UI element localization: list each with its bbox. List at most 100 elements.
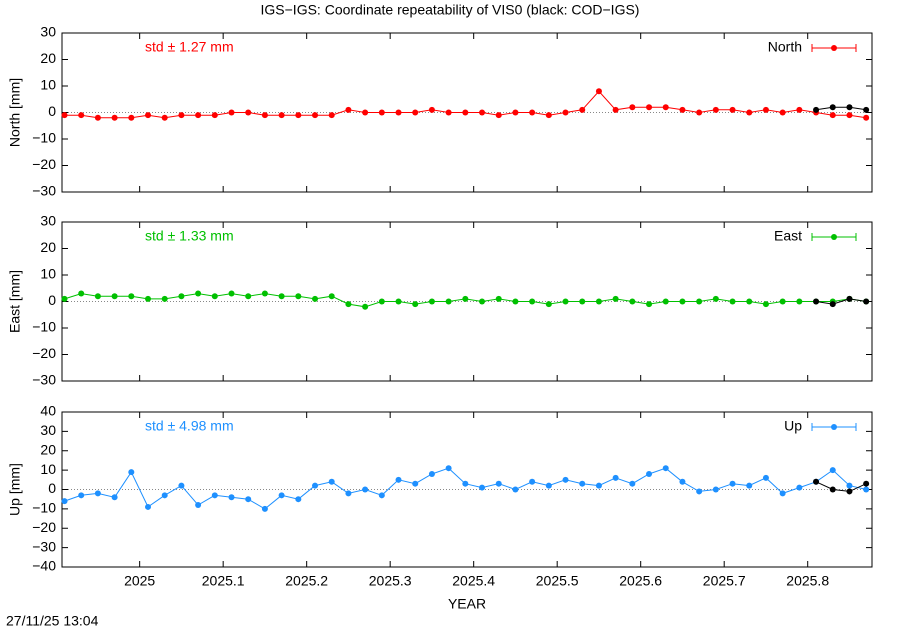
data-point: [846, 104, 853, 111]
data-point: [646, 301, 653, 308]
data-point: [362, 303, 369, 310]
data-point: [545, 482, 552, 489]
data-point: [746, 109, 753, 116]
data-point: [128, 114, 135, 121]
data-point: [863, 486, 870, 493]
data-point: [378, 492, 385, 499]
data-point: [813, 106, 820, 113]
data-point: [312, 295, 319, 302]
data-point: [428, 106, 435, 113]
data-point: [779, 490, 786, 497]
data-point: [161, 492, 168, 499]
data-point: [829, 104, 836, 111]
data-point: [529, 109, 536, 116]
data-point: [312, 112, 319, 119]
data-point: [78, 112, 85, 119]
y-tick-label: −40: [32, 558, 56, 574]
data-point: [111, 293, 118, 300]
data-point: [145, 295, 152, 302]
data-point: [662, 104, 669, 111]
data-point: [395, 298, 402, 305]
y-tick-label: −30: [32, 538, 56, 554]
y-tick-label: −20: [32, 519, 56, 535]
data-point: [245, 496, 252, 503]
data-point: [61, 498, 68, 505]
data-point: [562, 298, 569, 305]
annotation: std ± 4.98 mm: [145, 418, 234, 434]
data-point: [579, 480, 586, 487]
data-point: [813, 298, 820, 305]
data-point: [111, 114, 118, 121]
y-tick-label: 0: [48, 292, 56, 308]
data-point: [545, 112, 552, 119]
data-point: [378, 298, 385, 305]
y-tick-label: 10: [40, 77, 56, 93]
timestamp: 27/11/25 13:04: [6, 613, 99, 629]
data-point: [94, 490, 101, 497]
data-point: [779, 109, 786, 116]
data-point: [846, 295, 853, 302]
legend-label: Up: [784, 418, 802, 434]
x-tick-label: 2025.2: [285, 573, 328, 589]
data-point: [479, 109, 486, 116]
y-tick-label: 20: [40, 50, 56, 66]
data-point: [345, 106, 352, 113]
data-point: [779, 298, 786, 305]
data-point: [762, 474, 769, 481]
y-tick-label: 30: [40, 422, 56, 438]
x-tick-label: 2025.1: [202, 573, 245, 589]
data-point: [762, 301, 769, 308]
data-point: [796, 298, 803, 305]
data-point: [145, 503, 152, 510]
data-point: [612, 295, 619, 302]
data-point: [863, 480, 870, 487]
data-point: [278, 112, 285, 119]
data-point: [295, 112, 302, 119]
data-point: [345, 490, 352, 497]
y-tick-label: −30: [32, 183, 56, 199]
data-point: [662, 298, 669, 305]
data-point: [328, 112, 335, 119]
data-point: [829, 301, 836, 308]
y-axis-label: North [mm]: [7, 78, 23, 147]
data-point: [378, 109, 385, 116]
data-point: [579, 298, 586, 305]
data-point: [412, 301, 419, 308]
data-point: [679, 298, 686, 305]
data-point: [729, 298, 736, 305]
data-point: [863, 298, 870, 305]
data-point: [228, 290, 235, 297]
data-point: [863, 114, 870, 121]
data-point: [562, 109, 569, 116]
data-point: [612, 106, 619, 113]
data-point: [846, 488, 853, 495]
legend-marker: [831, 234, 837, 240]
data-point: [646, 104, 653, 111]
data-point: [295, 496, 302, 503]
data-point: [412, 109, 419, 116]
y-tick-label: −10: [32, 319, 56, 335]
y-tick-label: 20: [40, 239, 56, 255]
x-axis-label: YEAR: [448, 596, 486, 612]
data-point: [395, 476, 402, 483]
y-tick-label: 0: [48, 480, 56, 496]
chart-title: IGS−IGS: Coordinate repeatability of VIS…: [261, 2, 640, 18]
data-point: [195, 112, 202, 119]
y-tick-label: −10: [32, 130, 56, 146]
data-point: [178, 293, 185, 300]
data-point: [211, 492, 218, 499]
data-point: [328, 478, 335, 485]
data-point: [78, 492, 85, 499]
data-point: [846, 112, 853, 119]
data-point: [712, 486, 719, 493]
data-point: [178, 112, 185, 119]
legend-marker: [831, 424, 837, 430]
x-tick-label: 2025.4: [452, 573, 495, 589]
data-point: [629, 298, 636, 305]
data-point: [362, 486, 369, 493]
data-point: [278, 293, 285, 300]
data-point: [178, 482, 185, 489]
data-point: [345, 301, 352, 308]
data-point: [545, 301, 552, 308]
